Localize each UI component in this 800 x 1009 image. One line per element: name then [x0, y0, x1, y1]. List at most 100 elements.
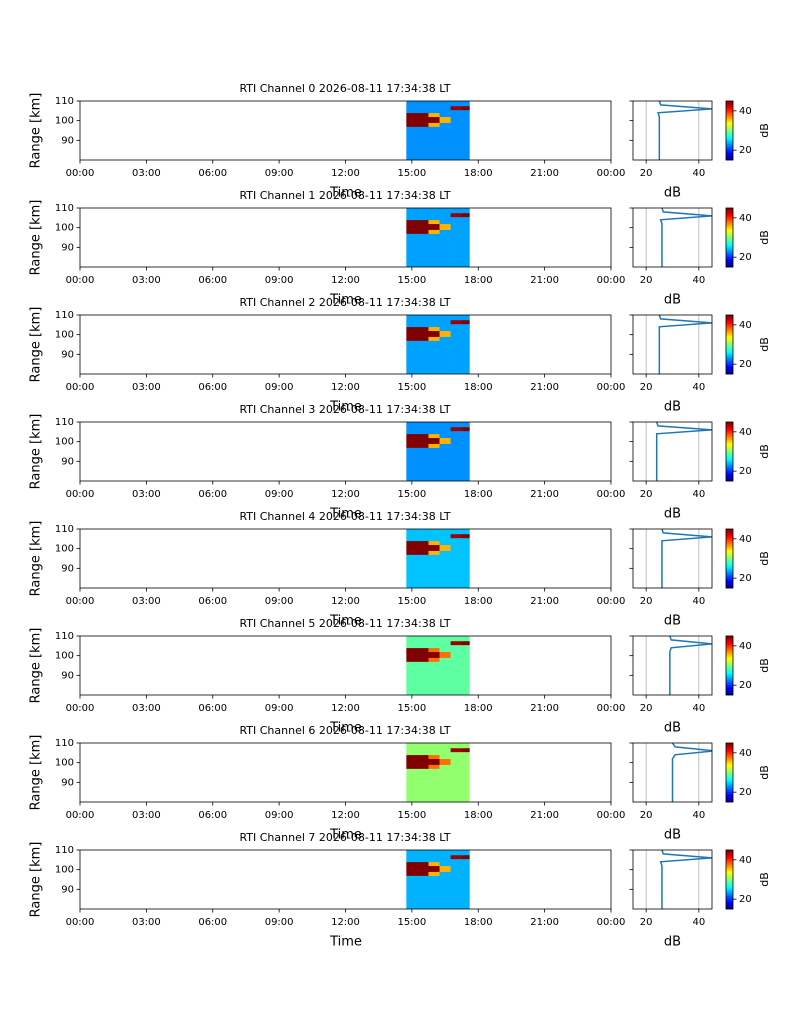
x-tick-label: 12:00 — [331, 810, 360, 821]
colorbar-step — [726, 334, 733, 336]
x-axis-label: Time — [329, 400, 362, 415]
colorbar-step — [726, 778, 733, 781]
heatmap-cell — [417, 540, 429, 546]
heatmap-cell — [406, 126, 418, 160]
colorbar-step — [726, 858, 733, 861]
heatmap-cell — [406, 754, 418, 760]
x-tick-label: 00:00 — [597, 168, 626, 179]
y-tick-label: 90 — [61, 349, 74, 360]
y-tick-label: 100 — [55, 330, 74, 341]
colorbar-step — [726, 873, 733, 876]
profile-line — [659, 208, 712, 267]
heatmap — [406, 101, 470, 160]
x-axis-label: Time — [329, 507, 362, 522]
colorbar-step — [726, 131, 733, 134]
heatmap-cell — [461, 433, 470, 439]
heatmap-cell — [417, 216, 429, 221]
colorbar-step — [726, 218, 733, 221]
heatmap-cell — [417, 233, 429, 267]
colorbar-step — [726, 772, 733, 775]
x-tick-label: 15:00 — [397, 917, 426, 928]
colorbar-step — [726, 658, 733, 660]
colorbar-step — [726, 782, 733, 785]
colorbar-step — [726, 231, 733, 234]
colorbar-step — [726, 690, 733, 693]
colorbar-step — [726, 655, 733, 657]
heatmap-cell — [439, 116, 451, 123]
colorbar-step — [726, 860, 733, 863]
x-axis-label: Time — [329, 828, 362, 843]
colorbar-step — [726, 763, 733, 766]
heatmap-cell — [461, 747, 470, 753]
x-tick-label: 18:00 — [464, 168, 493, 179]
colorbar-step — [726, 851, 733, 854]
colorbar-step — [726, 101, 733, 103]
heatmap-cell — [439, 537, 451, 542]
colorbar-label: dB — [758, 658, 771, 673]
colorbar-step — [726, 448, 733, 451]
colorbar-step — [726, 219, 733, 222]
x-tick-label: 06:00 — [198, 810, 227, 821]
x-tick-label: 40 — [692, 168, 705, 179]
colorbar-step — [726, 650, 733, 653]
colorbar-step — [726, 230, 733, 232]
heatmap-cell — [450, 219, 462, 225]
heatmap-cell — [428, 426, 440, 432]
colorbar-step — [726, 530, 733, 533]
axes-frame — [79, 742, 612, 803]
colorbar-step — [726, 368, 733, 370]
x-tick-label: 03:00 — [132, 810, 161, 821]
colorbar-step — [726, 743, 733, 745]
y-axis-label: Range [km] — [29, 93, 44, 169]
x-tick-label: 21:00 — [530, 596, 559, 607]
colorbar-step — [726, 129, 733, 131]
colorbar-tick-label: 20 — [739, 787, 752, 798]
colorbar-step — [726, 264, 733, 266]
x-tick-label: 15:00 — [397, 382, 426, 393]
y-axis-label: Range [km] — [29, 521, 44, 597]
heatmap-cell — [428, 422, 440, 428]
x-tick-label: 03:00 — [132, 382, 161, 393]
heatmap-cell — [406, 229, 418, 234]
axes-frame — [632, 849, 713, 910]
panel-title: RTI Channel 0 2026-08-11 17:34:38 LT — [239, 82, 450, 95]
colorbar-step — [726, 115, 733, 118]
colorbar-step — [726, 426, 733, 429]
heatmap-cell — [450, 754, 462, 760]
heatmap-cell — [461, 533, 470, 539]
heatmap-cell — [417, 758, 429, 765]
heatmap-cell — [406, 340, 418, 374]
heatmap-cell — [439, 768, 451, 802]
colorbar-step — [726, 857, 733, 860]
heatmap-cell — [439, 758, 451, 765]
heatmap-cell — [439, 216, 451, 221]
x-tick-label: 21:00 — [530, 810, 559, 821]
heatmap-cell — [450, 323, 462, 328]
heatmap-cell — [406, 426, 418, 432]
colorbar-step — [726, 855, 733, 858]
heatmap-cell — [450, 554, 462, 588]
heatmap-cell — [428, 116, 440, 123]
colorbar-frame — [725, 314, 734, 375]
colorbar-step — [726, 149, 733, 152]
panel-title: RTI Channel 7 2026-08-11 17:34:38 LT — [239, 831, 450, 844]
heatmap-cell — [417, 336, 429, 341]
colorbar-step — [726, 109, 733, 112]
y-tick-label: 110 — [55, 417, 74, 428]
heatmap-cell — [417, 426, 429, 432]
colorbar-step — [726, 542, 733, 545]
heatmap-cell — [439, 430, 451, 435]
colorbar-step — [726, 799, 733, 801]
heatmap-cell — [417, 861, 429, 867]
heatmap-cell — [417, 871, 429, 876]
heatmap-cell — [461, 544, 470, 551]
heatmap-cell — [439, 426, 451, 432]
heatmap-cell — [428, 330, 440, 337]
axes-frame — [79, 849, 612, 910]
heatmap-cell — [450, 533, 462, 539]
heatmap — [406, 529, 470, 588]
colorbar-step — [726, 241, 733, 244]
heatmap-cell — [417, 208, 429, 214]
x-tick-label: 12:00 — [331, 382, 360, 393]
